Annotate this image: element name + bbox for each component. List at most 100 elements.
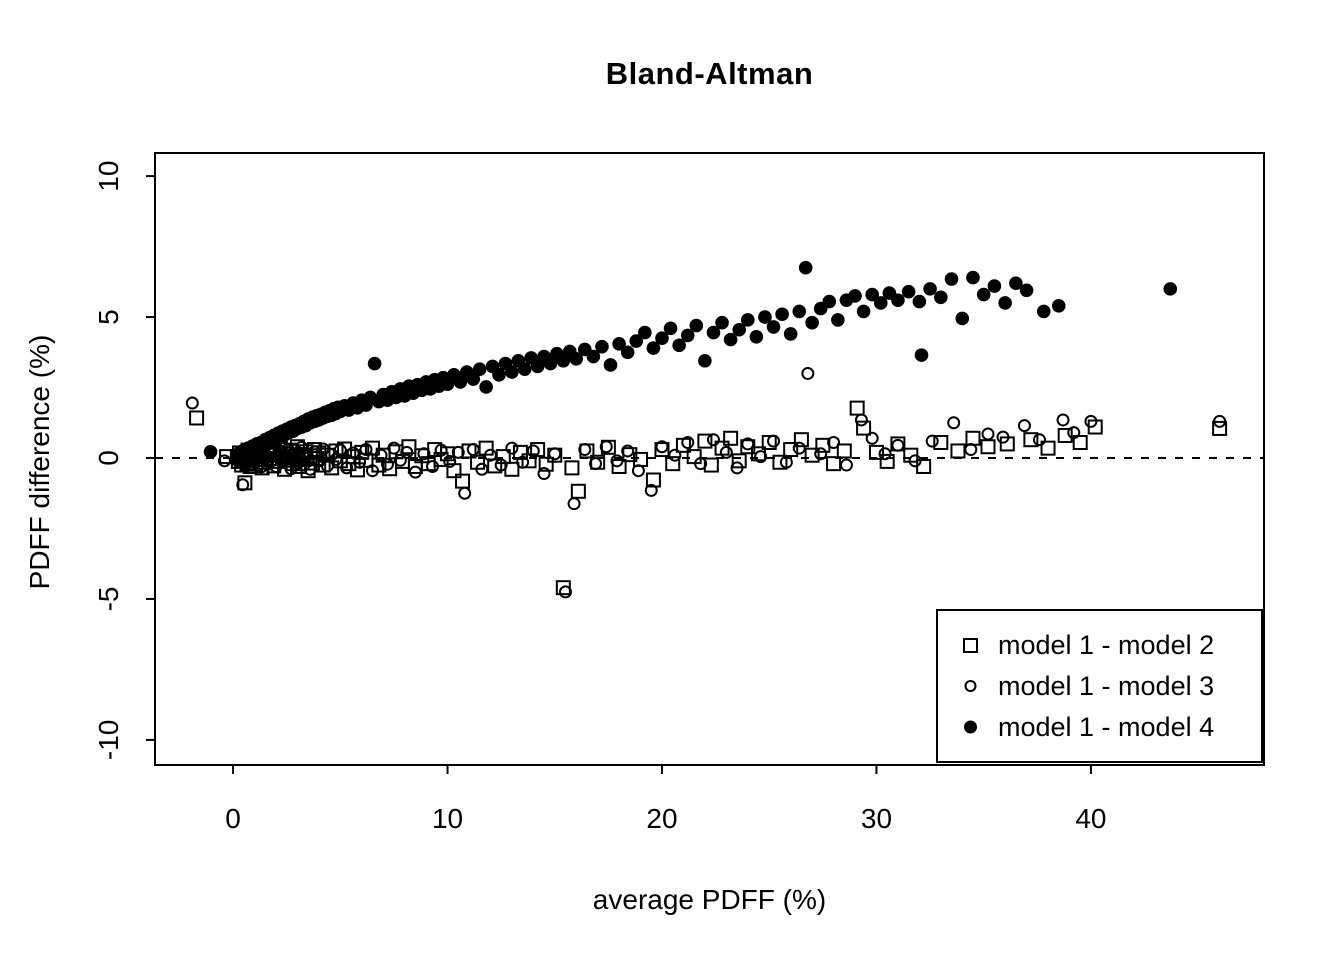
data-point-filled-circle <box>466 372 481 386</box>
data-point-filled-circle <box>655 331 669 346</box>
data-point-open-square <box>564 460 580 476</box>
data-point-filled-circle <box>629 334 644 348</box>
data-point-filled-circle <box>865 287 879 302</box>
data-point-open-circle <box>374 448 388 462</box>
data-point-open-circle <box>779 455 793 469</box>
data-point-open-circle <box>839 458 853 472</box>
x-tick-label: 0 <box>225 803 241 834</box>
data-point-open-circle <box>458 486 472 500</box>
data-point-open-circle <box>599 440 613 454</box>
data-point-open-circle <box>299 447 313 461</box>
data-point-filled-circle <box>492 368 506 382</box>
series-open-circle <box>185 366 1227 599</box>
data-point-open-circle <box>947 416 961 430</box>
data-point-filled-circle <box>805 315 819 330</box>
data-point-open-square <box>916 458 932 474</box>
data-point-open-square <box>665 456 681 472</box>
series-open-square <box>189 400 1228 596</box>
data-point-filled-circle <box>914 348 929 362</box>
data-point-open-circle <box>558 585 572 599</box>
y-tick-label: 0 <box>93 450 124 466</box>
data-point-filled-circle <box>775 307 789 322</box>
data-point-filled-circle <box>646 341 661 355</box>
data-point-filled-circle <box>923 282 937 296</box>
data-point-open-square <box>189 410 205 426</box>
data-point-open-square <box>783 442 799 458</box>
data-point-open-circle <box>380 457 394 471</box>
data-point-open-circle <box>925 434 939 448</box>
data-point-open-square <box>1040 440 1056 456</box>
data-point-open-circle <box>854 413 868 427</box>
data-point-open-square <box>856 420 872 436</box>
data-point-open-circle <box>426 459 440 473</box>
y-tick-label: -10 <box>93 720 124 760</box>
data-point-open-circle <box>681 436 695 450</box>
data-point-open-circle <box>981 427 995 441</box>
data-point-open-circle <box>801 366 815 380</box>
data-point-open-square <box>538 456 554 472</box>
y-tick-label: 10 <box>93 161 124 192</box>
data-point-filled-circle <box>976 287 991 302</box>
data-point-open-circle <box>878 447 892 461</box>
data-point-filled-circle <box>783 327 798 341</box>
data-point-open-circle <box>706 433 720 447</box>
data-point-filled-circle <box>934 290 948 305</box>
data-point-open-circle <box>694 457 708 471</box>
open-square-icon <box>963 638 978 653</box>
legend-item-model3: model 1 - model 3 <box>954 670 1261 702</box>
x-tick-label: 20 <box>646 803 677 834</box>
data-point-open-circle <box>996 430 1010 444</box>
data-point-filled-circle <box>944 272 959 286</box>
data-point-open-square <box>703 457 719 473</box>
series-filled-circle <box>203 260 1178 462</box>
data-point-open-circle <box>1032 433 1046 447</box>
data-point-filled-circle <box>472 362 487 377</box>
data-point-filled-circle <box>1009 276 1023 291</box>
data-point-open-circle <box>827 436 841 450</box>
filled-circle-icon <box>964 720 977 734</box>
data-point-open-circle <box>792 441 806 455</box>
data-point-filled-circle <box>698 353 712 368</box>
data-point-open-circle <box>295 440 309 454</box>
data-point-open-circle <box>964 443 978 457</box>
data-point-filled-circle <box>663 321 678 336</box>
data-point-open-circle <box>365 464 379 478</box>
data-point-open-square <box>495 449 511 465</box>
legend: model 1 - model 2 model 1 - model 3 mode… <box>936 609 1263 763</box>
data-point-open-circle <box>621 444 635 458</box>
data-point-open-circle <box>434 443 448 457</box>
data-point-open-square <box>611 458 627 474</box>
data-point-open-circle <box>346 446 360 460</box>
data-point-filled-circle <box>595 339 609 354</box>
data-point-filled-circle <box>715 315 729 330</box>
data-point-filled-circle <box>856 304 871 319</box>
data-point-filled-circle <box>901 284 916 299</box>
data-point-filled-circle <box>749 329 764 344</box>
data-point-open-circle <box>516 455 530 469</box>
chart-title: Bland-Altman <box>605 56 814 91</box>
data-point-filled-circle <box>543 356 558 371</box>
legend-label: model 1 - model 3 <box>998 670 1215 701</box>
legend-label: model 1 - model 4 <box>998 711 1215 742</box>
data-point-filled-circle <box>1051 298 1066 313</box>
data-point-open-circle <box>466 443 480 457</box>
data-point-open-square <box>723 430 739 446</box>
data-point-open-square <box>470 454 486 470</box>
legend-label: model 1 - model 2 <box>998 629 1215 660</box>
data-point-open-circle <box>610 454 624 468</box>
data-point-filled-circle <box>638 325 652 340</box>
data-point-open-circle <box>668 448 682 462</box>
data-point-open-square <box>1072 435 1088 451</box>
data-point-open-circle <box>320 459 334 473</box>
data-point-filled-circle <box>367 356 382 371</box>
data-point-filled-circle <box>453 375 468 389</box>
data-point-open-square <box>804 447 820 463</box>
data-point-open-circle <box>483 448 497 462</box>
data-point-filled-circle <box>689 318 704 333</box>
x-axis-label: average PDFF (%) <box>592 884 827 915</box>
data-point-open-circle <box>333 443 347 457</box>
data-point-filled-circle <box>822 294 837 309</box>
data-point-open-circle <box>387 441 401 455</box>
data-point-filled-circle <box>987 279 1002 293</box>
data-point-open-circle <box>217 454 231 468</box>
